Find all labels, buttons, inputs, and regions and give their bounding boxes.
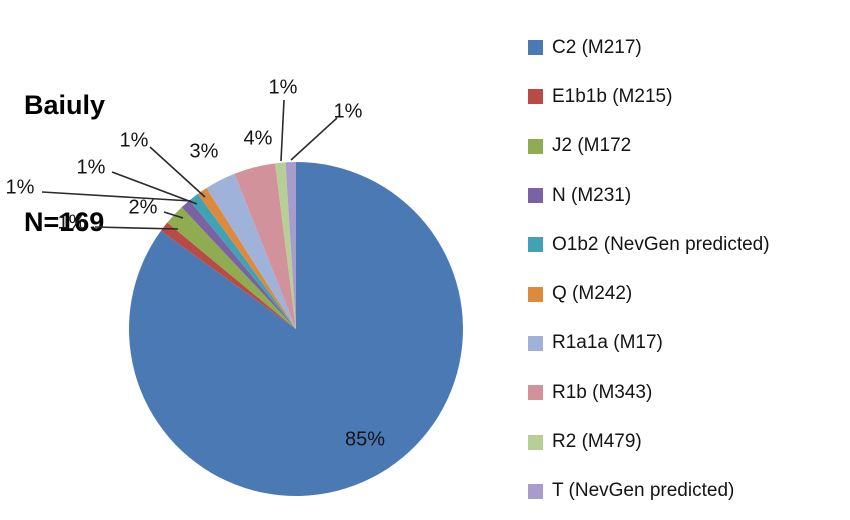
legend-swatch-J2 <box>528 138 543 154</box>
legend-item-N: N (M231) <box>528 171 770 220</box>
sample-size-label: N=169 <box>24 207 105 237</box>
legend-swatch-N <box>528 188 543 204</box>
legend-item-T: T (NevGen predicted) <box>528 467 770 516</box>
slice-value-label-C2: 85% <box>344 428 386 451</box>
pie-slice-R2 <box>275 162 296 329</box>
chart-title-block: Baiuly N=169 <box>24 8 105 320</box>
legend-item-E1b1b: E1b1b (M215) <box>528 72 770 121</box>
pie-slice-C2 <box>128 162 463 496</box>
legend-swatch-T <box>528 483 543 499</box>
slice-value-label-O1b2: 1% <box>76 156 106 179</box>
plot-area: 85% 1% 2% 1% 1% 1% 3% 4% 1% 1% <box>5 76 463 496</box>
slice-value-label-T: 1% <box>333 100 363 123</box>
legend-item-O1b2: O1b2 (NevGen predicted) <box>528 220 770 269</box>
legend-item-J2: J2 (M172 <box>528 122 770 171</box>
leader-line-O1b2 <box>111 171 198 205</box>
slice-value-label-R1b: 4% <box>243 127 273 150</box>
legend-swatch-R1b <box>528 385 543 401</box>
legend-label-R2: R2 (M479) <box>552 431 642 453</box>
legend-label-N: N (M231) <box>552 184 632 206</box>
legend-item-R1a1a: R1a1a (M17) <box>528 319 770 368</box>
legend-label-J2: J2 (M172 <box>552 135 632 157</box>
leader-line-T <box>290 117 338 161</box>
legend-swatch-E1b1b <box>528 89 543 105</box>
leader-line-N <box>41 191 192 202</box>
legend-label-O1b2: O1b2 (NevGen predicted) <box>552 233 770 255</box>
legend-item-C2: C2 (M217) <box>528 23 770 72</box>
leader-line-R2 <box>280 99 285 162</box>
chart-title: Baiuly <box>24 90 106 120</box>
slice-value-label-E1b1b: 1% <box>57 211 87 234</box>
pie-slice-R1b <box>234 163 296 329</box>
pie-slice-J2 <box>167 207 296 329</box>
pie-slice-R1a1a <box>206 173 296 329</box>
slice-value-label-J2: 2% <box>128 196 158 219</box>
legend-item-R2: R2 (M479) <box>528 417 770 466</box>
pie-slice-O1b2 <box>189 193 296 329</box>
slice-value-label-N: 1% <box>5 176 35 199</box>
leader-line-E1b1b <box>94 226 179 230</box>
pie-slice-T <box>285 162 296 329</box>
legend-swatch-Q <box>528 286 543 302</box>
legend-label-Q: Q (M242) <box>552 283 633 305</box>
legend-label-R1b: R1b (M343) <box>552 381 653 403</box>
legend-swatch-R2 <box>528 434 543 450</box>
pie-svg <box>41 99 463 496</box>
leader-line-Q <box>149 146 206 198</box>
slice-value-label-R1a1a: 3% <box>189 140 219 163</box>
slice-value-label-Q: 1% <box>119 129 149 152</box>
legend-swatch-C2 <box>528 40 543 56</box>
legend: C2 (M217) E1b1b (M215) J2 (M172 N (M231) O1b… <box>528 23 770 516</box>
legend-label-E1b1b: E1b1b (M215) <box>552 85 673 107</box>
legend-label-T: T (NevGen predicted) <box>552 480 735 502</box>
legend-label-R1a1a: R1a1a (M17) <box>552 332 663 354</box>
leader-line-J2 <box>163 211 184 219</box>
pie-slice-Q <box>197 188 296 329</box>
legend-label-C2: C2 (M217) <box>552 36 642 58</box>
legend-swatch-O1b2 <box>528 237 543 253</box>
legend-item-Q: Q (M242) <box>528 269 770 318</box>
slice-value-label-R2: 1% <box>268 76 298 99</box>
legend-swatch-R1a1a <box>528 335 543 351</box>
pie-slice-N <box>181 200 296 329</box>
pie-slice-E1b1b <box>160 222 296 329</box>
legend-item-R1b: R1b (M343) <box>528 368 770 417</box>
